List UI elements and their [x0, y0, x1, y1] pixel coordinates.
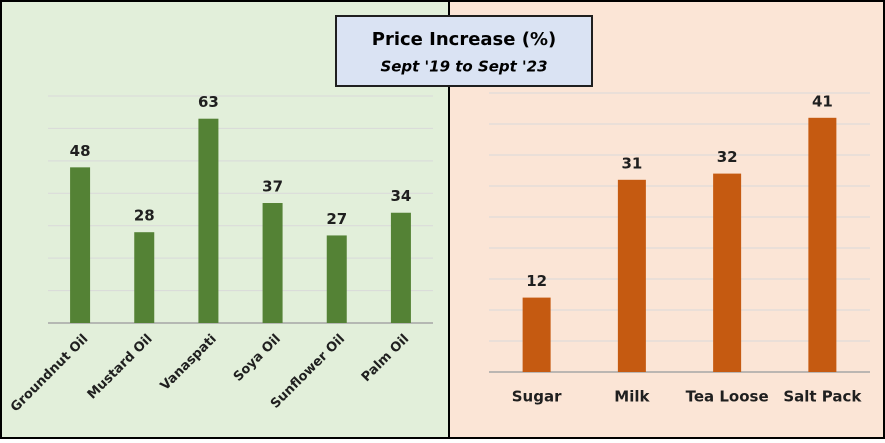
bar — [522, 297, 551, 372]
bar — [808, 117, 837, 372]
x-tick-label: Salt Pack — [783, 388, 862, 406]
data-label: 28 — [134, 207, 155, 225]
bar — [262, 203, 283, 323]
bar — [713, 173, 742, 372]
data-label: 27 — [326, 210, 347, 228]
bar — [198, 118, 219, 323]
data-label: 32 — [717, 148, 738, 166]
data-label: 48 — [70, 142, 91, 160]
bar — [617, 179, 646, 372]
data-label: 12 — [526, 272, 547, 290]
chart-title: Price Increase (%) — [372, 29, 556, 50]
data-label: 63 — [198, 93, 219, 111]
data-label: 37 — [262, 178, 283, 196]
data-label: 41 — [812, 92, 833, 110]
x-tick-label: Tea Loose — [686, 388, 769, 406]
bar — [326, 235, 347, 323]
x-tick-label: Sugar — [512, 388, 562, 406]
bar — [390, 212, 411, 323]
chart-subtitle: Sept '19 to Sept '23 — [380, 58, 547, 76]
bar — [134, 232, 155, 323]
title-box — [335, 15, 593, 87]
data-label: 34 — [390, 187, 411, 205]
x-tick-label: Milk — [614, 388, 650, 406]
bar — [70, 167, 91, 323]
data-label: 31 — [621, 154, 642, 172]
